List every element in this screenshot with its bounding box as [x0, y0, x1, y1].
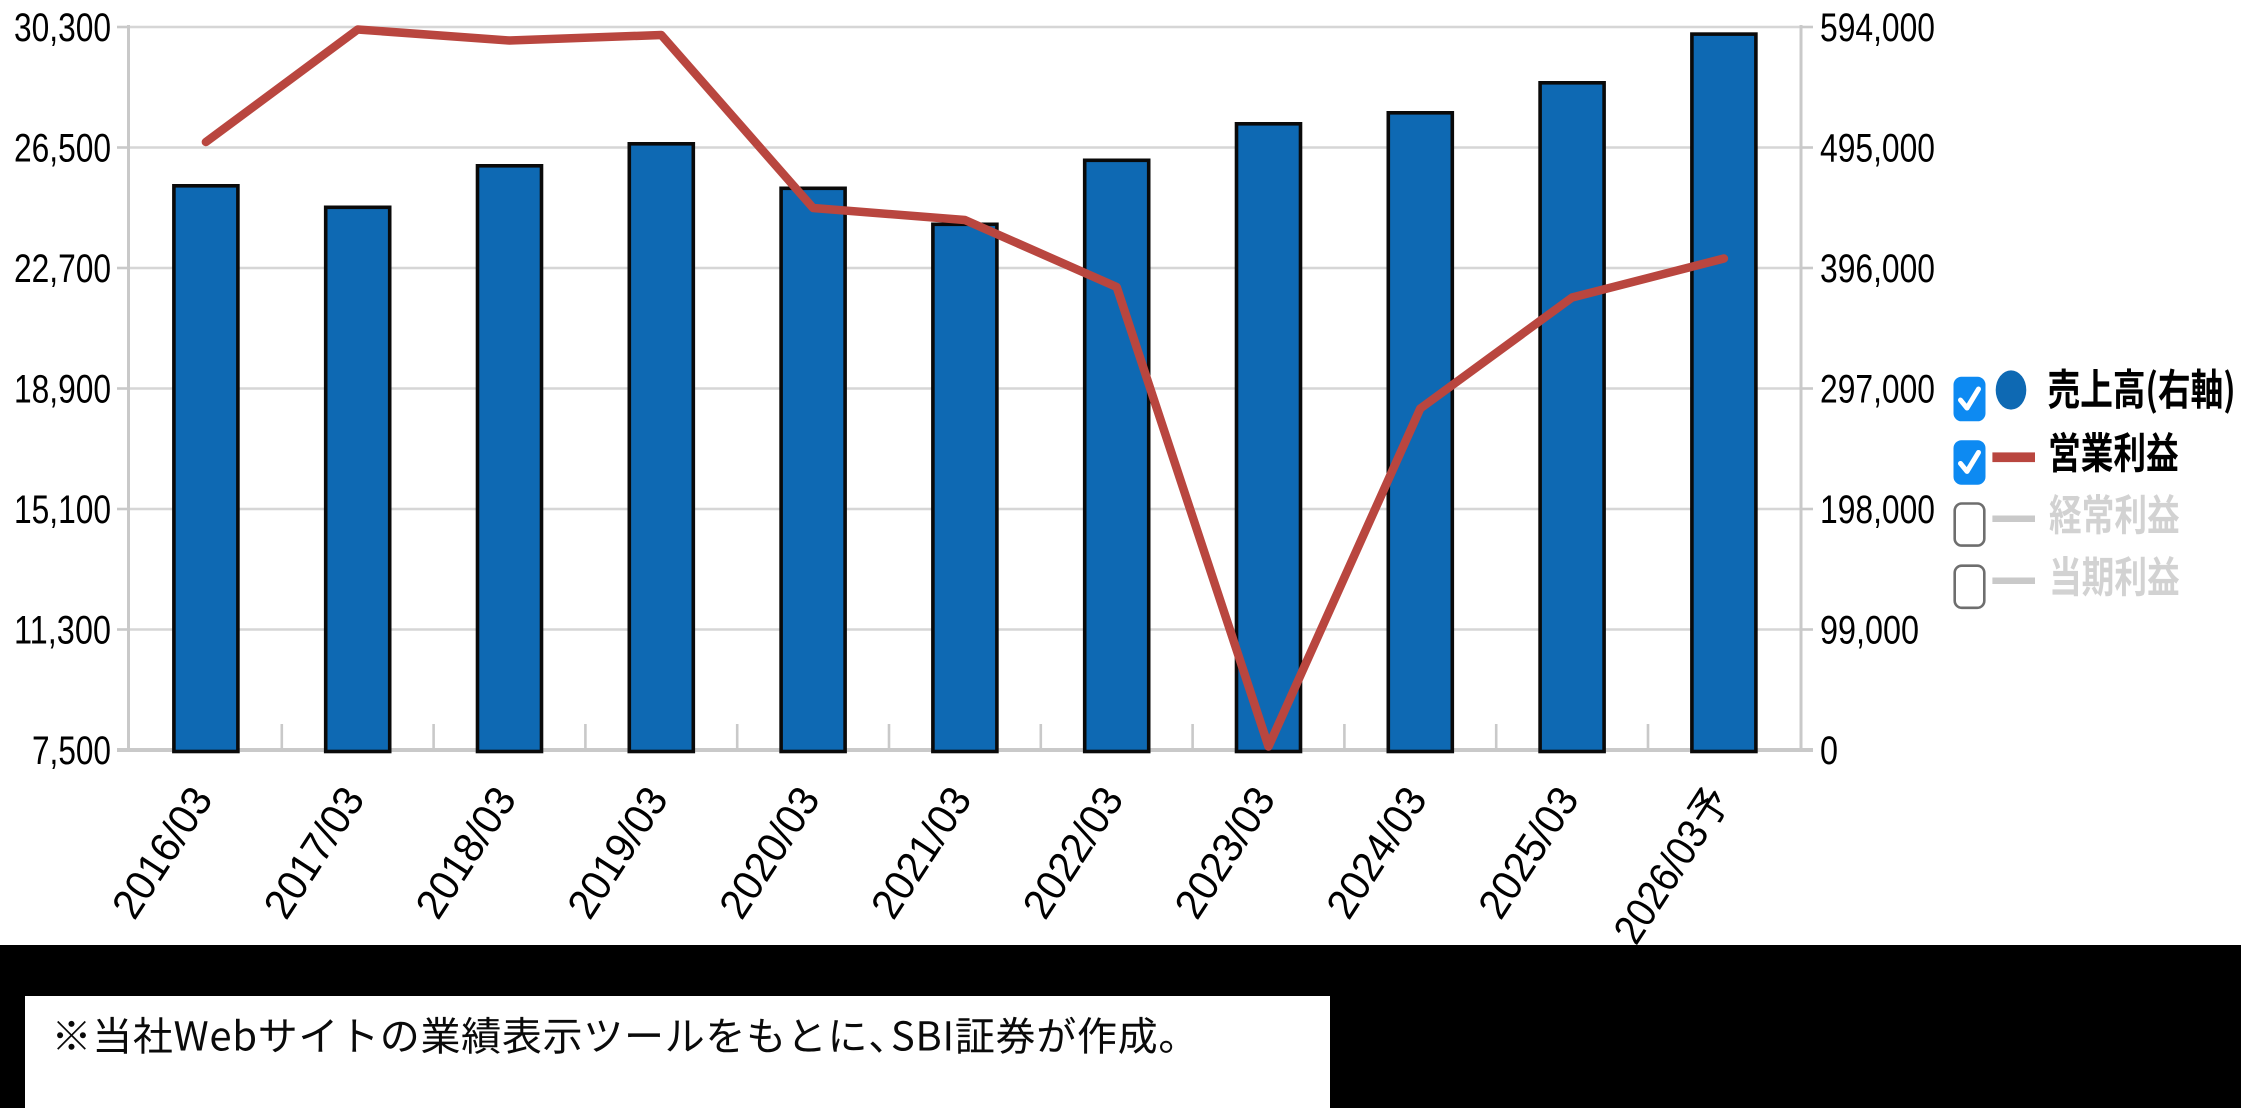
svg-text:198,000: 198,000 — [1820, 488, 1935, 532]
svg-text:15,100: 15,100 — [14, 488, 111, 532]
svg-text:11,300: 11,300 — [14, 609, 111, 653]
svg-text:297,000: 297,000 — [1820, 368, 1935, 412]
svg-text:0: 0 — [1820, 729, 1838, 773]
svg-text:30,300: 30,300 — [14, 6, 111, 50]
svg-text:7,500: 7,500 — [32, 729, 111, 773]
svg-text:26,500: 26,500 — [14, 127, 111, 171]
svg-text:99,000: 99,000 — [1820, 609, 1919, 653]
svg-text:396,000: 396,000 — [1820, 247, 1935, 291]
svg-text:22,700: 22,700 — [14, 247, 111, 291]
svg-text:18,900: 18,900 — [14, 368, 111, 412]
svg-text:594,000: 594,000 — [1820, 6, 1935, 50]
svg-text:495,000: 495,000 — [1820, 127, 1935, 171]
